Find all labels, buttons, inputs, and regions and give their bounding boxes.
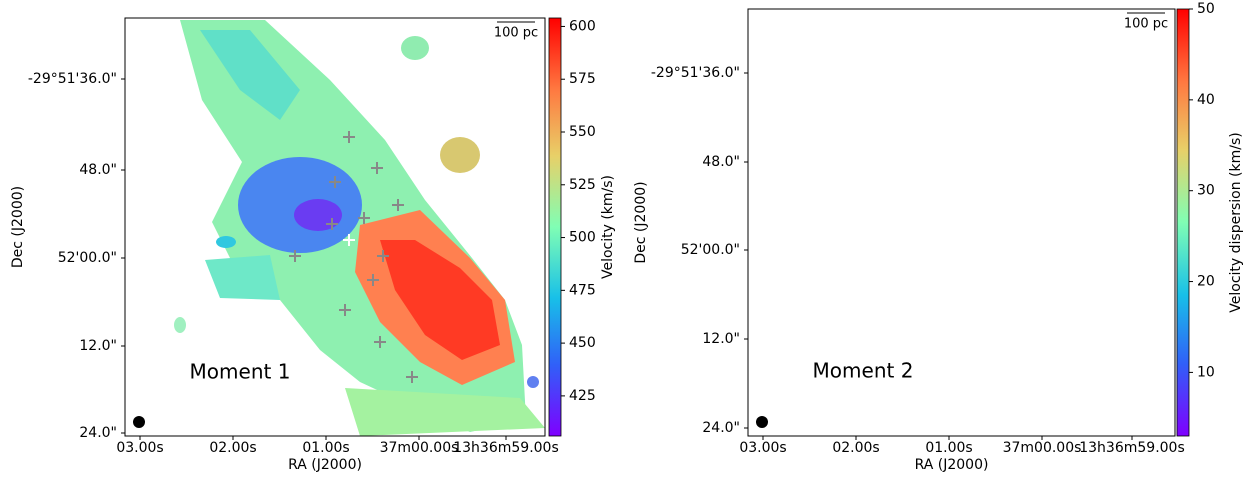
colorbar-tick-label: 600 [569,18,596,34]
y-tick-label: 52'00.0" [681,242,740,258]
emission-blob [401,36,429,60]
x-tick-label: 01.00s [302,440,349,456]
y-tick-label: 48.0" [79,162,117,178]
marker-cross [949,212,961,224]
emission-blob [1040,235,1046,249]
emission-blob [968,382,1168,430]
emission-blob [1063,131,1103,167]
marker-cross [343,234,355,246]
marker-cross [326,218,338,230]
x-tick-label: 03.00s [739,440,786,456]
emission-blob [953,294,1083,384]
scalebar-label: 100 pc [494,26,538,41]
marker-cross [962,298,974,310]
marker-cross [912,244,924,256]
colorbar-tick-label: 450 [569,335,596,351]
annotation: Moment 2 [813,359,914,383]
marker-cross [358,212,370,224]
scalebar-label: 100 pc [1124,17,1168,32]
x-tick-label: 03.00s [116,440,163,456]
marker-cross [374,336,386,348]
marker-cross [367,274,379,286]
emission-blob [983,169,995,189]
colorbar [1176,8,1190,437]
emission-blob [873,114,1093,354]
y-tick-label: 12.0" [702,331,740,347]
y-tick-label: 24.0" [79,425,117,441]
colorbar-label: Velocity (km/s) [600,175,616,279]
emission-blob [200,30,300,120]
y-tick-label: -29°51'36.0" [28,71,117,87]
emission-blob [216,236,236,248]
emission-blob [345,388,545,436]
y-tick-label: 52'00.0" [58,250,117,266]
colorbar-tick-label: 475 [569,282,596,298]
colorbar-label: Velocity dispersion (km/s) [1228,132,1244,312]
marker-cross [343,131,355,143]
marker-cross [339,304,351,316]
marker-cross [289,250,301,262]
marker-cross [994,156,1006,168]
x-tick-label: 13h36m59.00s [453,440,559,456]
x-tick-label: 37m00.00s [380,440,459,456]
x-axis-label: RA (J2000) [915,457,989,473]
colorbar-tick-label: 40 [1197,92,1215,108]
marker-cross [1029,365,1041,377]
y-axis-label: Dec (J2000) [10,186,26,268]
colorbar-tick-label: 30 [1197,183,1215,199]
marker-cross [1000,244,1012,256]
x-tick-label: 02.00s [209,440,256,456]
beam [756,416,768,428]
marker-cross [406,371,418,383]
emission-blob [1024,20,1052,64]
x-tick-label: 01.00s [925,440,972,456]
emission-blob [839,230,859,242]
emission-blob [380,240,500,360]
beam [133,416,145,428]
frame [124,17,546,437]
colorbar-tick-label: 10 [1197,364,1215,380]
colorbar [548,17,562,437]
marker-cross [966,125,978,137]
x-tick-label: 13h36m59.00s [1079,440,1185,456]
colorbar-tick-label: 500 [569,230,596,246]
marker-cross [392,199,404,211]
colorbar-tick-label: 575 [569,71,596,87]
y-tick-label: 12.0" [79,338,117,354]
marker-cross [966,228,978,240]
annotation: Moment 1 [190,360,291,384]
marker-cross [329,176,341,188]
colorbar-tick-label: 20 [1197,274,1215,290]
marker-cross [371,162,383,174]
marker-cross [981,206,993,218]
emission-blob [174,317,186,333]
map-image [174,20,545,436]
frame [747,8,1176,437]
emission-blob [527,376,539,388]
y-tick-label: 24.0" [702,420,740,436]
emission-blob [294,199,342,231]
marker-cross [952,170,964,182]
colorbar-tick-label: 550 [569,124,596,140]
y-tick-label: 48.0" [702,154,740,170]
marker-cross [377,250,389,262]
marker-cross [997,330,1009,342]
colorbar-tick-label: 525 [569,177,596,193]
emission-blob [440,137,480,173]
x-tick-label: 02.00s [832,440,879,456]
y-axis-label: Dec (J2000) [633,181,649,263]
x-axis-label: RA (J2000) [288,457,362,473]
emission-blob [952,211,962,233]
emission-blob [913,144,1033,294]
emission-blob [205,255,280,300]
y-tick-label: -29°51'36.0" [651,65,740,81]
marker-cross [990,268,1002,280]
colorbar-tick-label: 425 [569,388,596,404]
colorbar-tick-label: 50 [1197,1,1215,17]
x-tick-label: 37m00.00s [1003,440,1082,456]
marker-cross [1015,193,1027,205]
